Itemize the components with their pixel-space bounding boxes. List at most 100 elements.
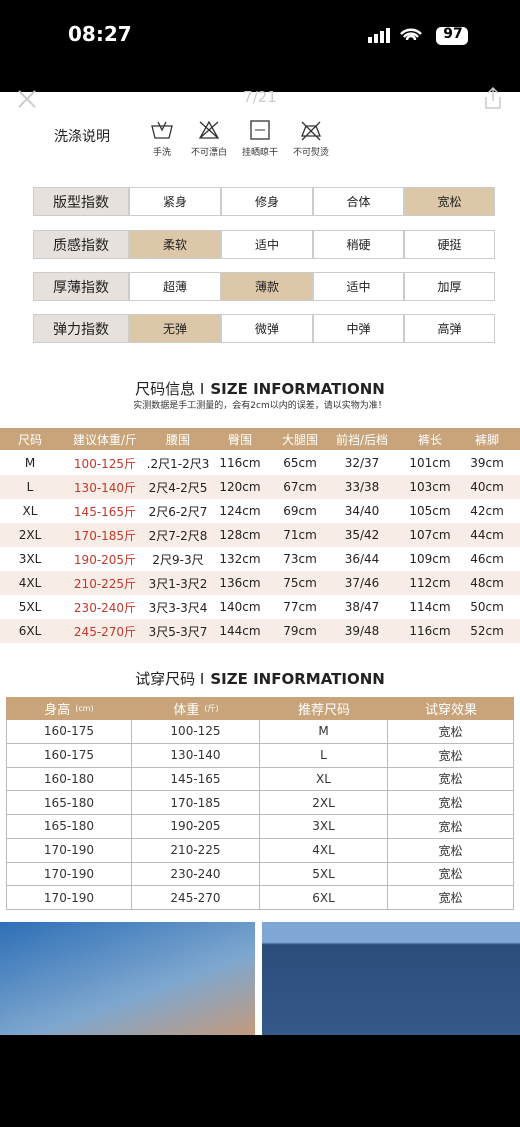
care-title: 洗涤说明 bbox=[54, 129, 110, 145]
index-option: 适中 bbox=[313, 272, 404, 301]
table-cell: 105cm bbox=[409, 504, 451, 518]
table-cell: 3尺1-3尺2 bbox=[148, 576, 208, 591]
table-cell: 116cm bbox=[409, 624, 451, 638]
index-label: 质感指数 bbox=[33, 230, 129, 259]
table-cell: XL bbox=[260, 767, 388, 792]
table-cell: XL bbox=[22, 504, 38, 518]
header-text: 推荐尺码 bbox=[297, 703, 350, 718]
table-row-bg bbox=[0, 571, 520, 595]
table-cell: 245-270斤 bbox=[73, 624, 137, 639]
index-label: 厚薄指数 bbox=[33, 272, 129, 301]
table-cell: 170-185 bbox=[132, 791, 260, 815]
table-cell: 230-240 bbox=[132, 862, 260, 887]
index-option: 柔软 bbox=[129, 230, 221, 259]
table-cell: 40cm bbox=[470, 480, 504, 494]
table-cell: 160-175 bbox=[6, 720, 132, 744]
table-cell: 3XL bbox=[18, 552, 42, 566]
table-cell: 2尺4-2尺5 bbox=[148, 480, 208, 495]
table-cell: 160-180 bbox=[6, 767, 132, 792]
table-cell: 46cm bbox=[470, 552, 504, 566]
table-cell: 140cm bbox=[219, 600, 261, 614]
table-cell: 136cm bbox=[219, 576, 261, 590]
table-cell: 32/37 bbox=[344, 456, 380, 470]
care-label: 挂晒晾干 bbox=[241, 148, 278, 158]
table-header: 建议体重/斤 bbox=[72, 432, 138, 447]
table-cell: 75cm bbox=[283, 576, 317, 590]
index-option: 合体 bbox=[313, 187, 404, 216]
header-text: 试穿效果 bbox=[424, 703, 477, 718]
table-header: 臀围 bbox=[227, 432, 252, 447]
title-en: SIZE INFORMATIONN bbox=[210, 380, 385, 398]
care-icons bbox=[151, 120, 321, 141]
table-header-bg bbox=[0, 428, 520, 450]
index-label: 弹力指数 bbox=[33, 314, 129, 343]
header-text: 身高 bbox=[44, 703, 71, 718]
table-cell: 100-125 bbox=[132, 720, 260, 744]
table-row-bg bbox=[0, 499, 520, 523]
table-cell: 宽松 bbox=[388, 743, 514, 768]
table-cell: 34/40 bbox=[344, 504, 380, 518]
table-cell: 36/44 bbox=[344, 552, 380, 566]
table-cell: 宽松 bbox=[388, 791, 514, 815]
index-option: 无弹 bbox=[129, 314, 221, 343]
page-counter: 7/21 bbox=[243, 88, 277, 106]
table-cell: 107cm bbox=[409, 528, 451, 542]
table-cell: 210-225 bbox=[132, 838, 260, 863]
table-cell: 124cm bbox=[219, 504, 261, 518]
table-cell: 2尺6-2尺7 bbox=[148, 504, 208, 519]
table-cell: 48cm bbox=[470, 576, 504, 590]
section-title: 试穿尺码 I SIZE INFORMATIONN bbox=[0, 668, 520, 689]
index-option: 硬挺 bbox=[404, 230, 495, 259]
index-option: 中弹 bbox=[313, 314, 404, 343]
table-cell: 67cm bbox=[283, 480, 317, 494]
table-cell: 宽松 bbox=[388, 886, 514, 910]
table-header: 裤长 bbox=[417, 432, 442, 447]
table-cell: 2尺9-3尺 bbox=[152, 552, 204, 567]
care-label: 手洗 bbox=[152, 148, 171, 158]
header-unit: (斤) bbox=[204, 704, 219, 713]
header-unit: (cm) bbox=[75, 704, 94, 713]
status-icons bbox=[368, 27, 468, 45]
table-cell: .2尺1-2尺3 bbox=[146, 456, 210, 471]
table-cell: 39/48 bbox=[344, 624, 380, 638]
table-cell: 170-190 bbox=[6, 886, 132, 910]
table-cell: 44cm bbox=[470, 528, 504, 542]
table-cell: L bbox=[260, 743, 388, 768]
table-cell: 6XL bbox=[260, 886, 388, 910]
close-button[interactable] bbox=[16, 88, 40, 110]
table-cell: 132cm bbox=[219, 552, 261, 566]
table-cell: 210-225斤 bbox=[73, 576, 137, 591]
table-cell: 103cm bbox=[409, 480, 451, 494]
table-cell: 2尺7-2尺8 bbox=[148, 528, 208, 543]
index-option: 加厚 bbox=[404, 272, 495, 301]
care-label: 不可漂白 bbox=[190, 148, 227, 158]
table-cell: 35/42 bbox=[344, 528, 380, 542]
index-option: 超薄 bbox=[129, 272, 221, 301]
table-cell: 37/46 bbox=[344, 576, 380, 590]
table-cell: 42cm bbox=[470, 504, 504, 518]
table-cell: 5XL bbox=[260, 862, 388, 887]
share-button[interactable] bbox=[482, 86, 504, 110]
index-option: 微弹 bbox=[221, 314, 313, 343]
table-header: 体重 (斤) bbox=[132, 697, 260, 720]
table-cell: 170-190 bbox=[6, 838, 132, 863]
index-option: 薄款 bbox=[221, 272, 313, 301]
table-header: 腰围 bbox=[165, 432, 190, 447]
table-cell: 宽松 bbox=[388, 838, 514, 863]
table-cell: 宽松 bbox=[388, 815, 514, 839]
table-cell: 69cm bbox=[283, 504, 317, 518]
table-cell: 宽松 bbox=[388, 862, 514, 887]
table-cell: 6XL bbox=[18, 624, 42, 638]
index-option: 宽松 bbox=[404, 187, 495, 216]
table-cell: 116cm bbox=[219, 456, 261, 470]
title-en: SIZE INFORMATIONN bbox=[210, 670, 385, 688]
table-row-bg bbox=[0, 547, 520, 571]
table-cell: 100-125斤 bbox=[73, 456, 137, 471]
table-cell: 128cm bbox=[219, 528, 261, 542]
table-header-bg bbox=[6, 697, 514, 720]
header-text: 体重 bbox=[173, 703, 200, 718]
table-header: 试穿效果 bbox=[388, 697, 514, 720]
index-option: 紧身 bbox=[129, 187, 221, 216]
table-cell: 130-140 bbox=[132, 743, 260, 768]
table-cell: 73cm bbox=[283, 552, 317, 566]
